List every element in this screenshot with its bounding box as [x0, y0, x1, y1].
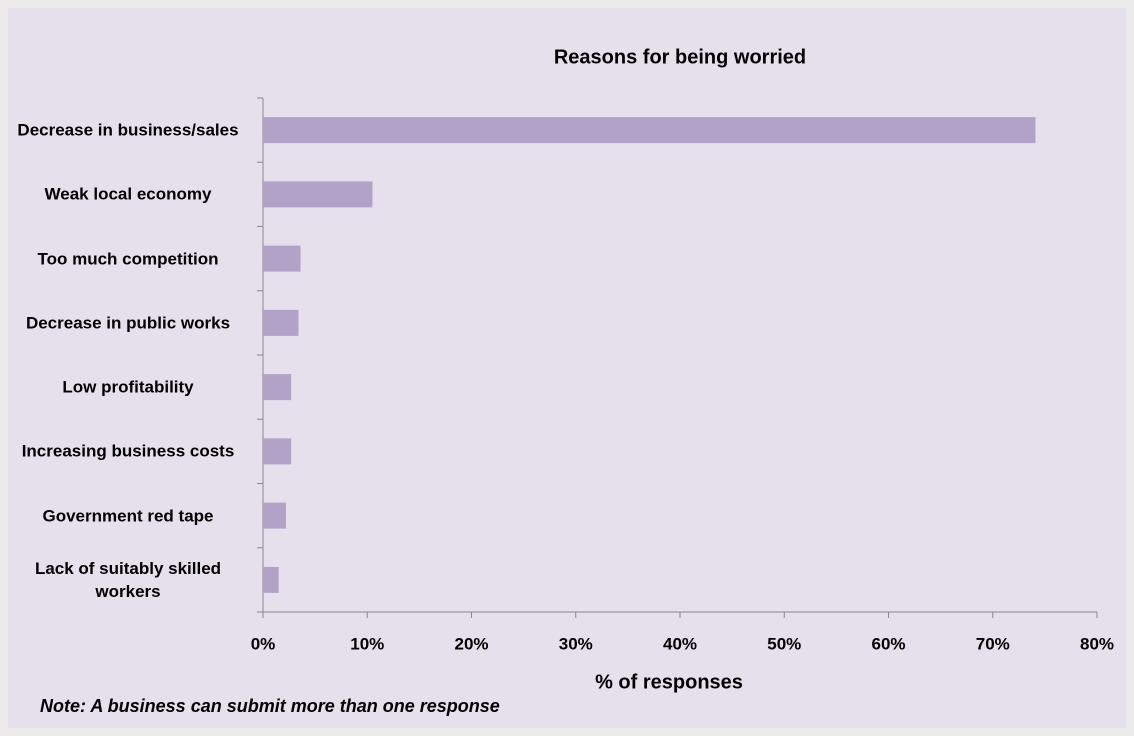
x-tick-label: 10%	[350, 634, 384, 653]
y-tick-label: Decrease in business/sales	[17, 120, 239, 140]
x-tick-label: 50%	[767, 634, 801, 653]
y-tick-label: Lack of suitably skilled workers	[34, 558, 222, 601]
x-tick-label: 40%	[663, 634, 697, 653]
y-tick-label: Weak local economy	[44, 184, 212, 204]
y-tick-label: Government red tape	[42, 506, 214, 526]
bar	[263, 117, 1036, 144]
bar	[263, 374, 292, 401]
x-tick-label: 0%	[251, 634, 276, 653]
y-tick-label: Too much competition	[37, 249, 219, 269]
chart-title: Reasons for being worried	[554, 46, 806, 68]
x-tick-label: 70%	[976, 634, 1010, 653]
y-tick-label: Low profitability	[62, 377, 194, 397]
y-tick-label: Increasing business costs	[21, 441, 235, 461]
bar	[263, 438, 292, 465]
bar	[263, 309, 299, 336]
x-tick-label: 20%	[454, 634, 488, 653]
bar	[263, 245, 301, 272]
y-tick-label: Decrease in public works	[25, 313, 231, 333]
x-tick-label: 80%	[1080, 634, 1114, 653]
x-axis-title: % of responses	[595, 671, 743, 693]
bar	[263, 502, 286, 529]
x-tick-label: 60%	[871, 634, 905, 653]
bar	[263, 181, 373, 208]
bar	[263, 566, 279, 593]
note: Note: A business can submit more than on…	[40, 696, 500, 716]
x-tick-label: 30%	[559, 634, 593, 653]
